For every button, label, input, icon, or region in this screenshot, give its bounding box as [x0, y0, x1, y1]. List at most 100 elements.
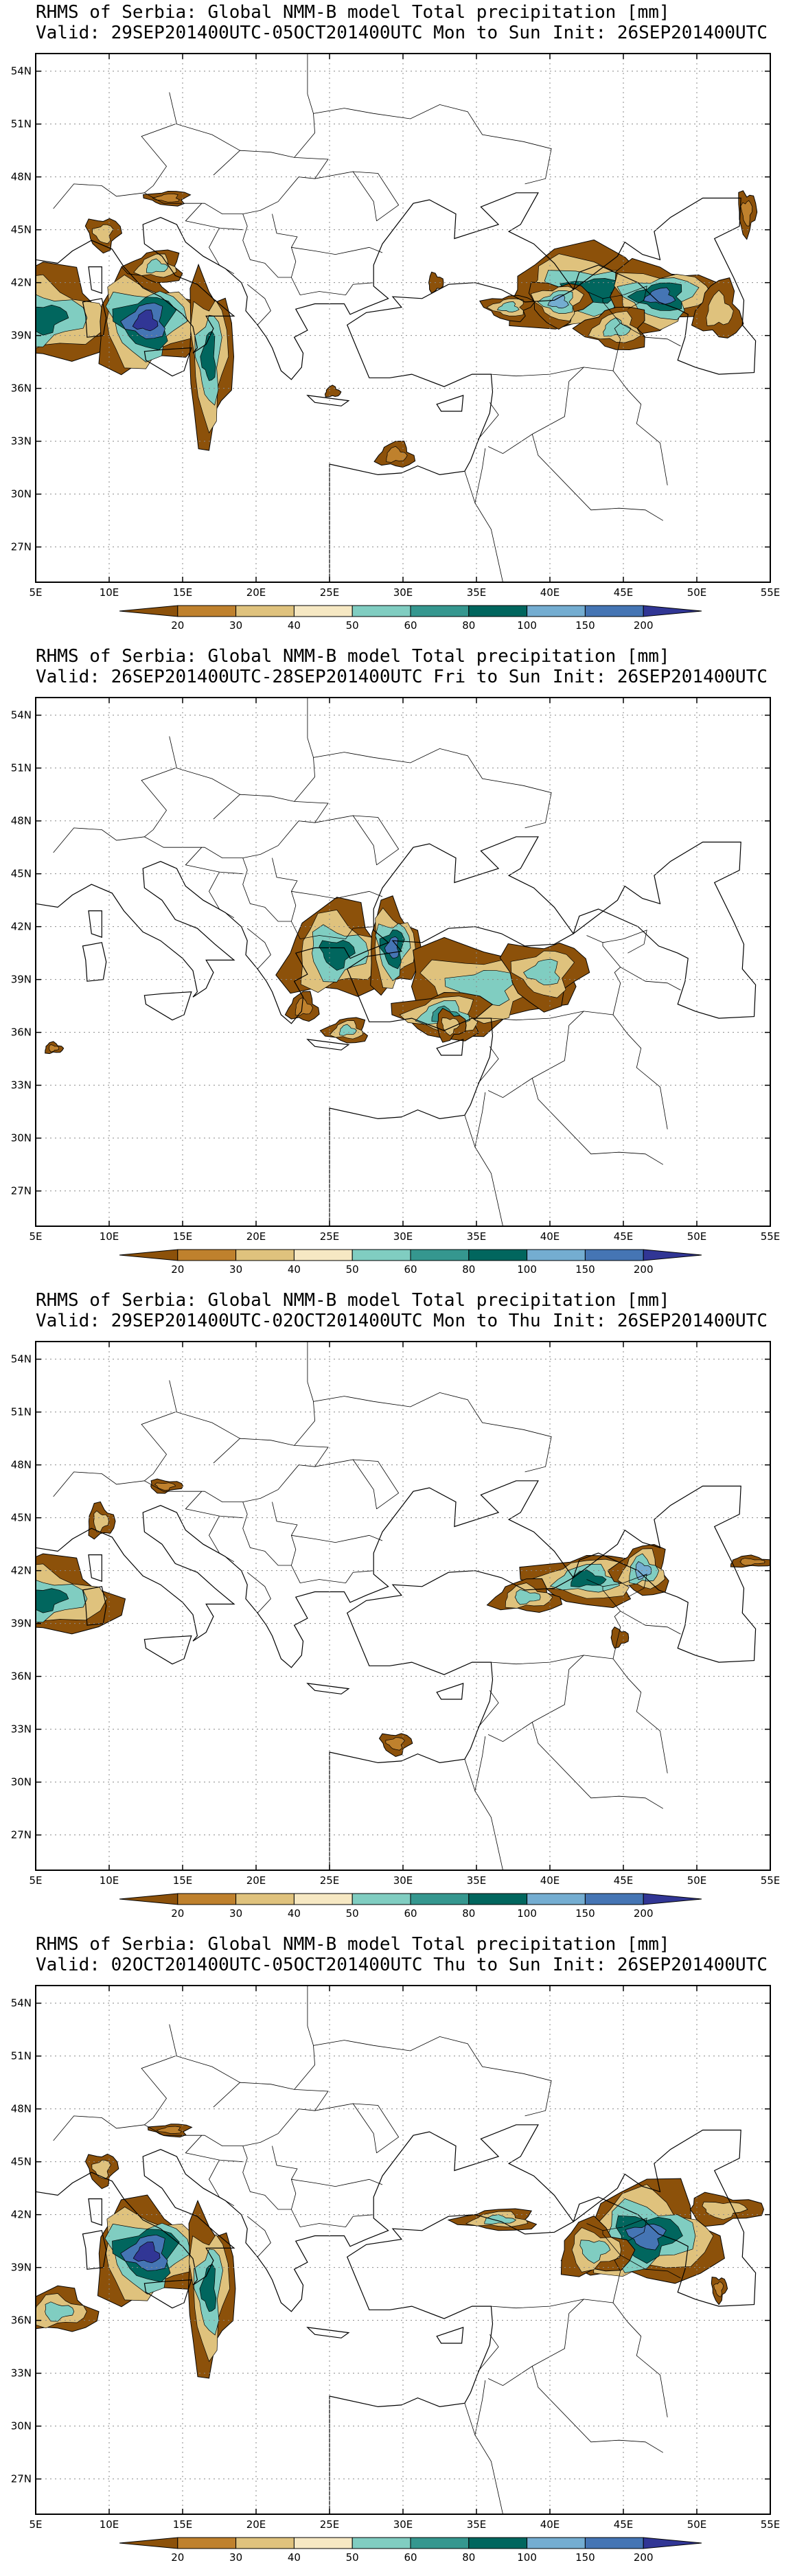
- legend-swatch: [119, 1249, 178, 1261]
- axes: 5E 10E 15E 20E 25E 30E 35E 40E 45E 50E 55E 54N 51N 48…: [11, 698, 780, 1243]
- legend-label: 100: [517, 1263, 537, 1276]
- border: [169, 1380, 240, 1439]
- border: [53, 2103, 377, 2153]
- lon-tick-label: 45E: [614, 2518, 634, 2531]
- rain-contour: [146, 258, 169, 274]
- map-panel-1: RHMS of Serbia: Global NMM-B model Total…: [0, 0, 795, 644]
- init-time: Init: 26SEP201400UTC: [552, 667, 768, 687]
- border: [531, 434, 664, 521]
- lon-tick-label: 20E: [246, 2518, 266, 2531]
- rain-contour: [132, 2242, 161, 2264]
- border: [620, 1611, 681, 1635]
- borders: [53, 1342, 681, 1870]
- rain-contour: [739, 1558, 765, 1566]
- rain-contour: [441, 1017, 461, 1036]
- island: [306, 1039, 350, 1050]
- legend-swatch: [410, 605, 470, 617]
- lon-tick-label: 15E: [173, 586, 193, 599]
- legend-label: 80: [462, 1907, 475, 1920]
- precipitation-map: 5E 10E 15E 20E 25E 30E 35E 40E 45E 50E 55E 54N 51N 48…: [11, 697, 780, 1276]
- lon-tick-label: 25E: [320, 1874, 340, 1887]
- legend-label: 30: [229, 619, 242, 632]
- border: [294, 1392, 552, 1473]
- legend-label: 150: [575, 1263, 595, 1276]
- border: [353, 1459, 400, 1510]
- border: [213, 150, 329, 179]
- legend-colorbar: 20 30 40 50 60 80 100 150 200: [119, 1249, 702, 1276]
- rain-contour: [643, 287, 676, 305]
- caspian-coast: [573, 2129, 757, 2307]
- island: [306, 1683, 350, 1694]
- legend-swatch: [527, 2537, 586, 2549]
- lon-tick-label: 35E: [467, 586, 487, 599]
- border: [246, 928, 271, 969]
- legend-swatch: [468, 605, 528, 617]
- legend-label: 50: [346, 619, 359, 632]
- border: [620, 2255, 681, 2279]
- legend-colorbar: 20 30 40 50 60 80 100 150 200: [119, 605, 702, 632]
- legend-colorbar: 20 30 40 50 60 80 100 150 200: [119, 2537, 702, 2564]
- rain-contour: [713, 2281, 724, 2297]
- rain-contour: [547, 294, 569, 309]
- precipitation-field: [45, 895, 590, 1055]
- lat-tick-label: 42N: [11, 1565, 32, 1577]
- lat-tick-label: 45N: [11, 224, 32, 236]
- legend-label: 40: [288, 619, 301, 632]
- border: [477, 1046, 499, 1084]
- border: [307, 1986, 314, 2046]
- rain-contour: [514, 1589, 541, 1605]
- lat-tick-label: 48N: [11, 815, 32, 827]
- legend-label: 200: [634, 1907, 654, 1920]
- coastlines: [36, 698, 770, 1226]
- grid: [36, 1342, 770, 1870]
- legend-label: 80: [462, 619, 475, 632]
- lat-tick-label: 54N: [11, 1997, 32, 2010]
- panel-title: RHMS of Serbia: Global NMM-B model Total…: [36, 1934, 670, 1955]
- border: [141, 1412, 176, 1482]
- legend-label: 30: [229, 1263, 242, 1276]
- legend-label: 200: [634, 1263, 654, 1276]
- border: [477, 1690, 499, 1728]
- border: [53, 815, 377, 865]
- island: [88, 910, 102, 938]
- borders: [53, 54, 681, 582]
- lat-tick-label: 33N: [11, 2367, 32, 2380]
- legend-swatch: [235, 605, 295, 617]
- border: [291, 890, 383, 899]
- lon-tick-label: 5E: [29, 1874, 42, 1887]
- rain-contour: [385, 1737, 405, 1751]
- lat-tick-label: 39N: [11, 330, 32, 342]
- legend-label: 20: [171, 2551, 184, 2564]
- legend-label: 80: [462, 1263, 475, 1276]
- borders: [53, 698, 681, 1226]
- precipitation-map: 5E 10E 15E 20E 25E 30E 35E 40E 45E 50E 55E 54N 51N 48…: [11, 1985, 780, 2564]
- caspian-coast: [573, 841, 757, 1019]
- lon-tick-label: 10E: [100, 1230, 119, 1243]
- legend-swatch: [352, 605, 411, 617]
- lat-tick-label: 27N: [11, 2473, 32, 2485]
- island: [143, 1635, 192, 1665]
- border: [185, 847, 243, 875]
- rain-contour: [740, 200, 753, 227]
- border: [602, 1574, 647, 1598]
- island: [88, 266, 102, 294]
- legend-label: 150: [575, 619, 595, 632]
- lon-tick-label: 15E: [173, 2518, 193, 2531]
- coastline: [36, 1986, 770, 2514]
- rain-contour: [45, 2301, 75, 2322]
- lat-tick-label: 42N: [11, 2209, 32, 2221]
- lon-tick-label: 40E: [540, 586, 560, 599]
- lat-tick-label: 36N: [11, 1670, 32, 1683]
- lat-tick-label: 51N: [11, 118, 32, 130]
- lon-tick-label: 40E: [540, 1874, 560, 1887]
- lon-tick-label: 40E: [540, 2518, 560, 2531]
- grid: [36, 698, 770, 1226]
- lat-tick-label: 30N: [11, 488, 32, 501]
- border: [464, 448, 486, 505]
- legend-label: 60: [404, 1263, 417, 1276]
- legend-swatch: [352, 2537, 411, 2549]
- border: [185, 1491, 243, 1519]
- lon-tick-label: 5E: [29, 586, 42, 599]
- lat-tick-label: 48N: [11, 1459, 32, 1471]
